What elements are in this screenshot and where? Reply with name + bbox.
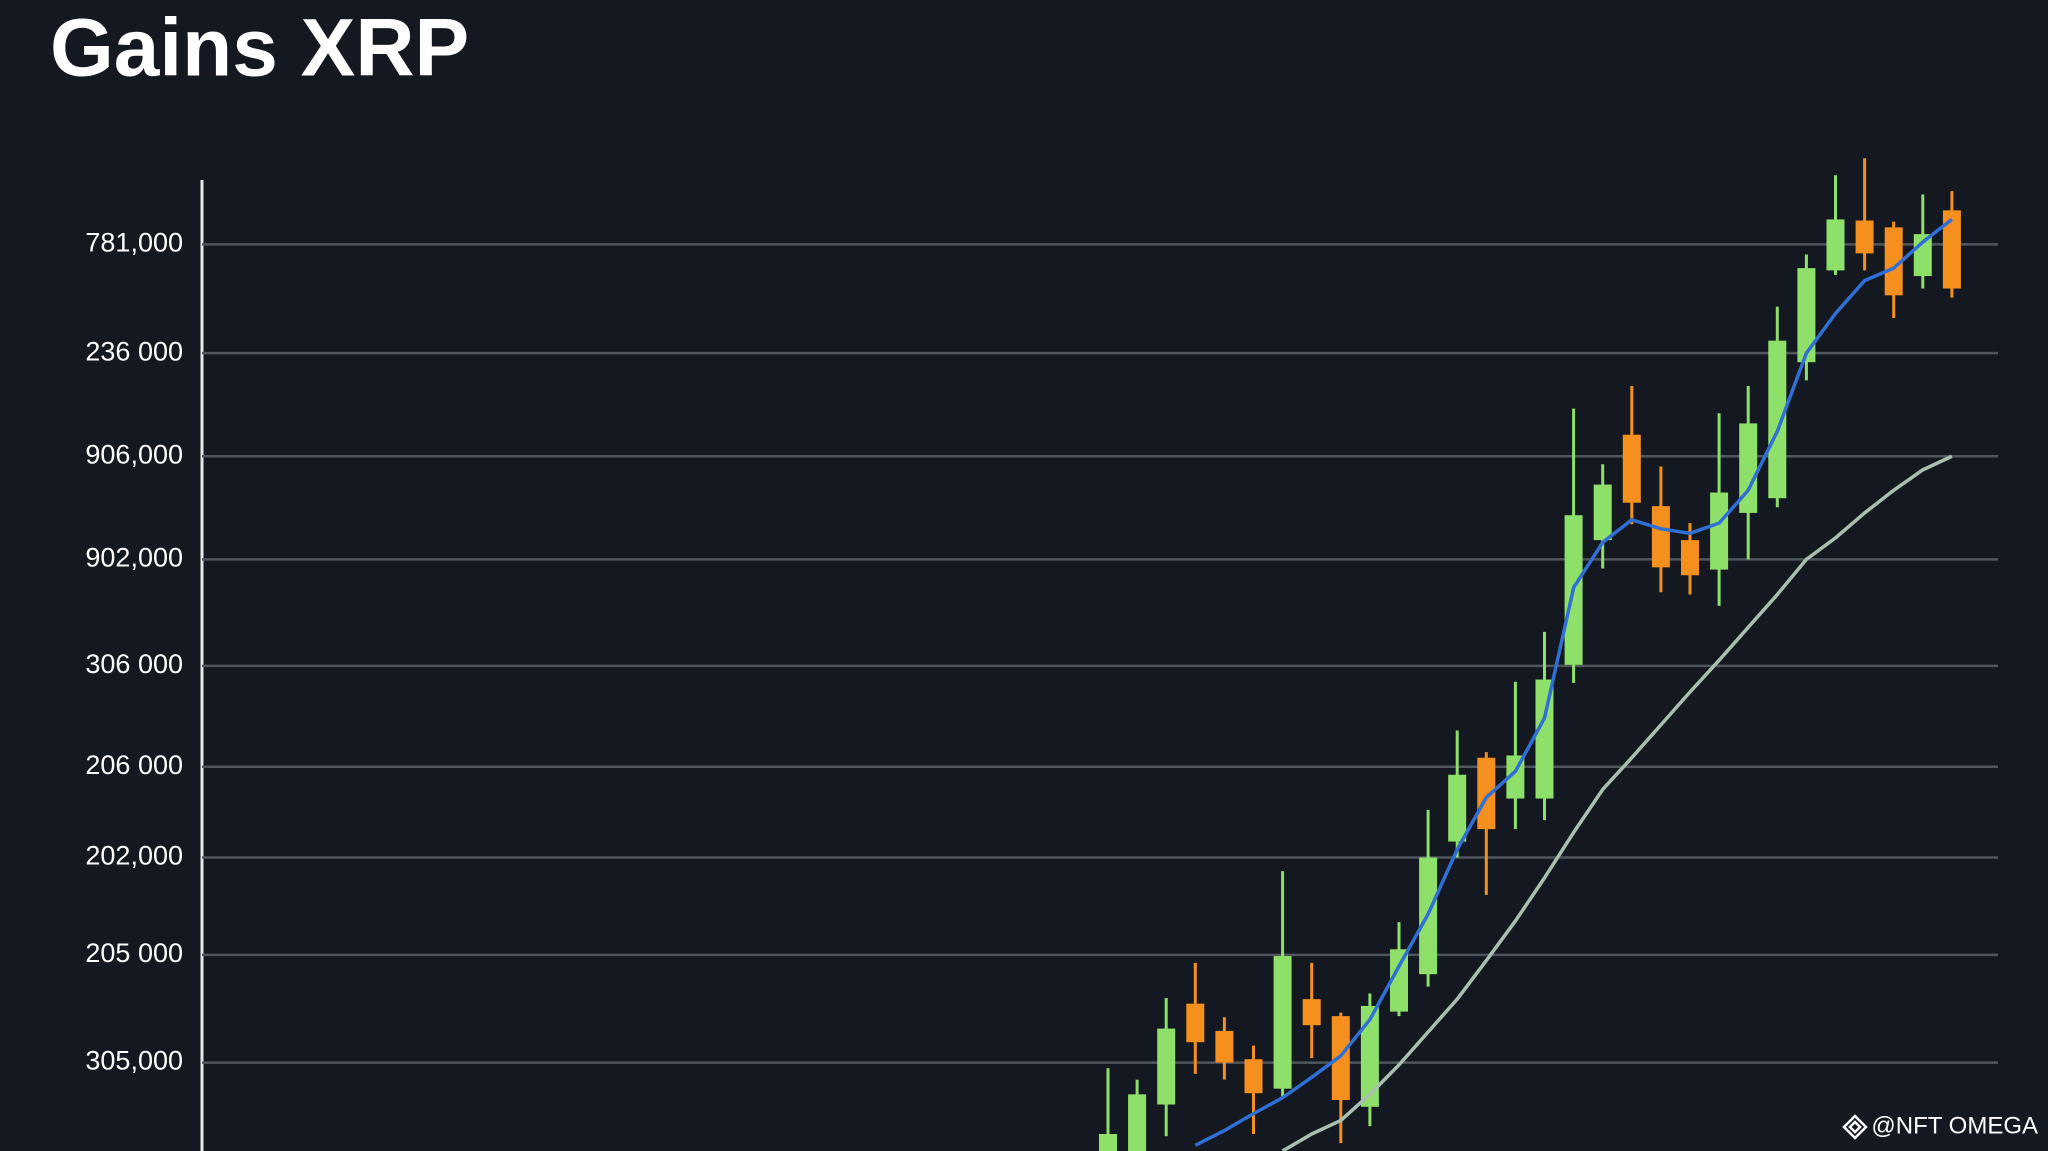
chart-title: Gains XRP xyxy=(50,3,469,94)
moving-average-line xyxy=(1194,218,1953,1147)
y-tick-label: 902,000 xyxy=(85,543,183,573)
candle-body xyxy=(1651,506,1670,568)
candle-body xyxy=(1157,1028,1176,1105)
y-tick-label: 206 000 xyxy=(85,750,183,780)
y-tick-label: 305,000 xyxy=(85,1046,183,1076)
candle-body xyxy=(1273,956,1292,1089)
candle-body xyxy=(1535,679,1554,799)
candle-body xyxy=(1448,774,1467,842)
candle-body xyxy=(1215,1030,1234,1063)
watermark-icon xyxy=(1842,1114,1868,1140)
y-tick-label: 205 000 xyxy=(85,938,183,968)
candle-body xyxy=(1622,434,1641,503)
watermark: @NFT OMEGA xyxy=(1871,1112,2038,1139)
candle-body xyxy=(1884,227,1903,296)
candle-body xyxy=(1826,219,1845,271)
candle-body xyxy=(1244,1059,1263,1094)
candle-body xyxy=(1390,949,1408,1012)
candle-body xyxy=(1128,1094,1147,1151)
y-tick-label: 306 000 xyxy=(85,649,183,679)
candle-body xyxy=(1302,999,1321,1026)
candle-body xyxy=(1855,220,1874,254)
candle-body xyxy=(1768,340,1787,499)
y-tick-label: 781,000 xyxy=(85,227,183,257)
y-tick-label: 202,000 xyxy=(85,841,183,871)
candle-body xyxy=(1681,540,1699,576)
moving-average-line xyxy=(1281,454,1953,1151)
candle-body xyxy=(1710,492,1729,570)
candle-body xyxy=(1797,268,1816,363)
candle-body xyxy=(1942,210,1961,289)
candle-body xyxy=(1099,1134,1117,1151)
y-tick-label: 906,000 xyxy=(85,439,183,469)
y-tick-label: 236 000 xyxy=(85,336,183,366)
candle-body xyxy=(1360,1005,1379,1107)
candle-body xyxy=(1739,423,1758,513)
candle-body xyxy=(1186,1003,1205,1043)
candle-body xyxy=(1477,757,1496,830)
candle-body xyxy=(1593,484,1612,541)
candle-body xyxy=(1331,1016,1350,1100)
